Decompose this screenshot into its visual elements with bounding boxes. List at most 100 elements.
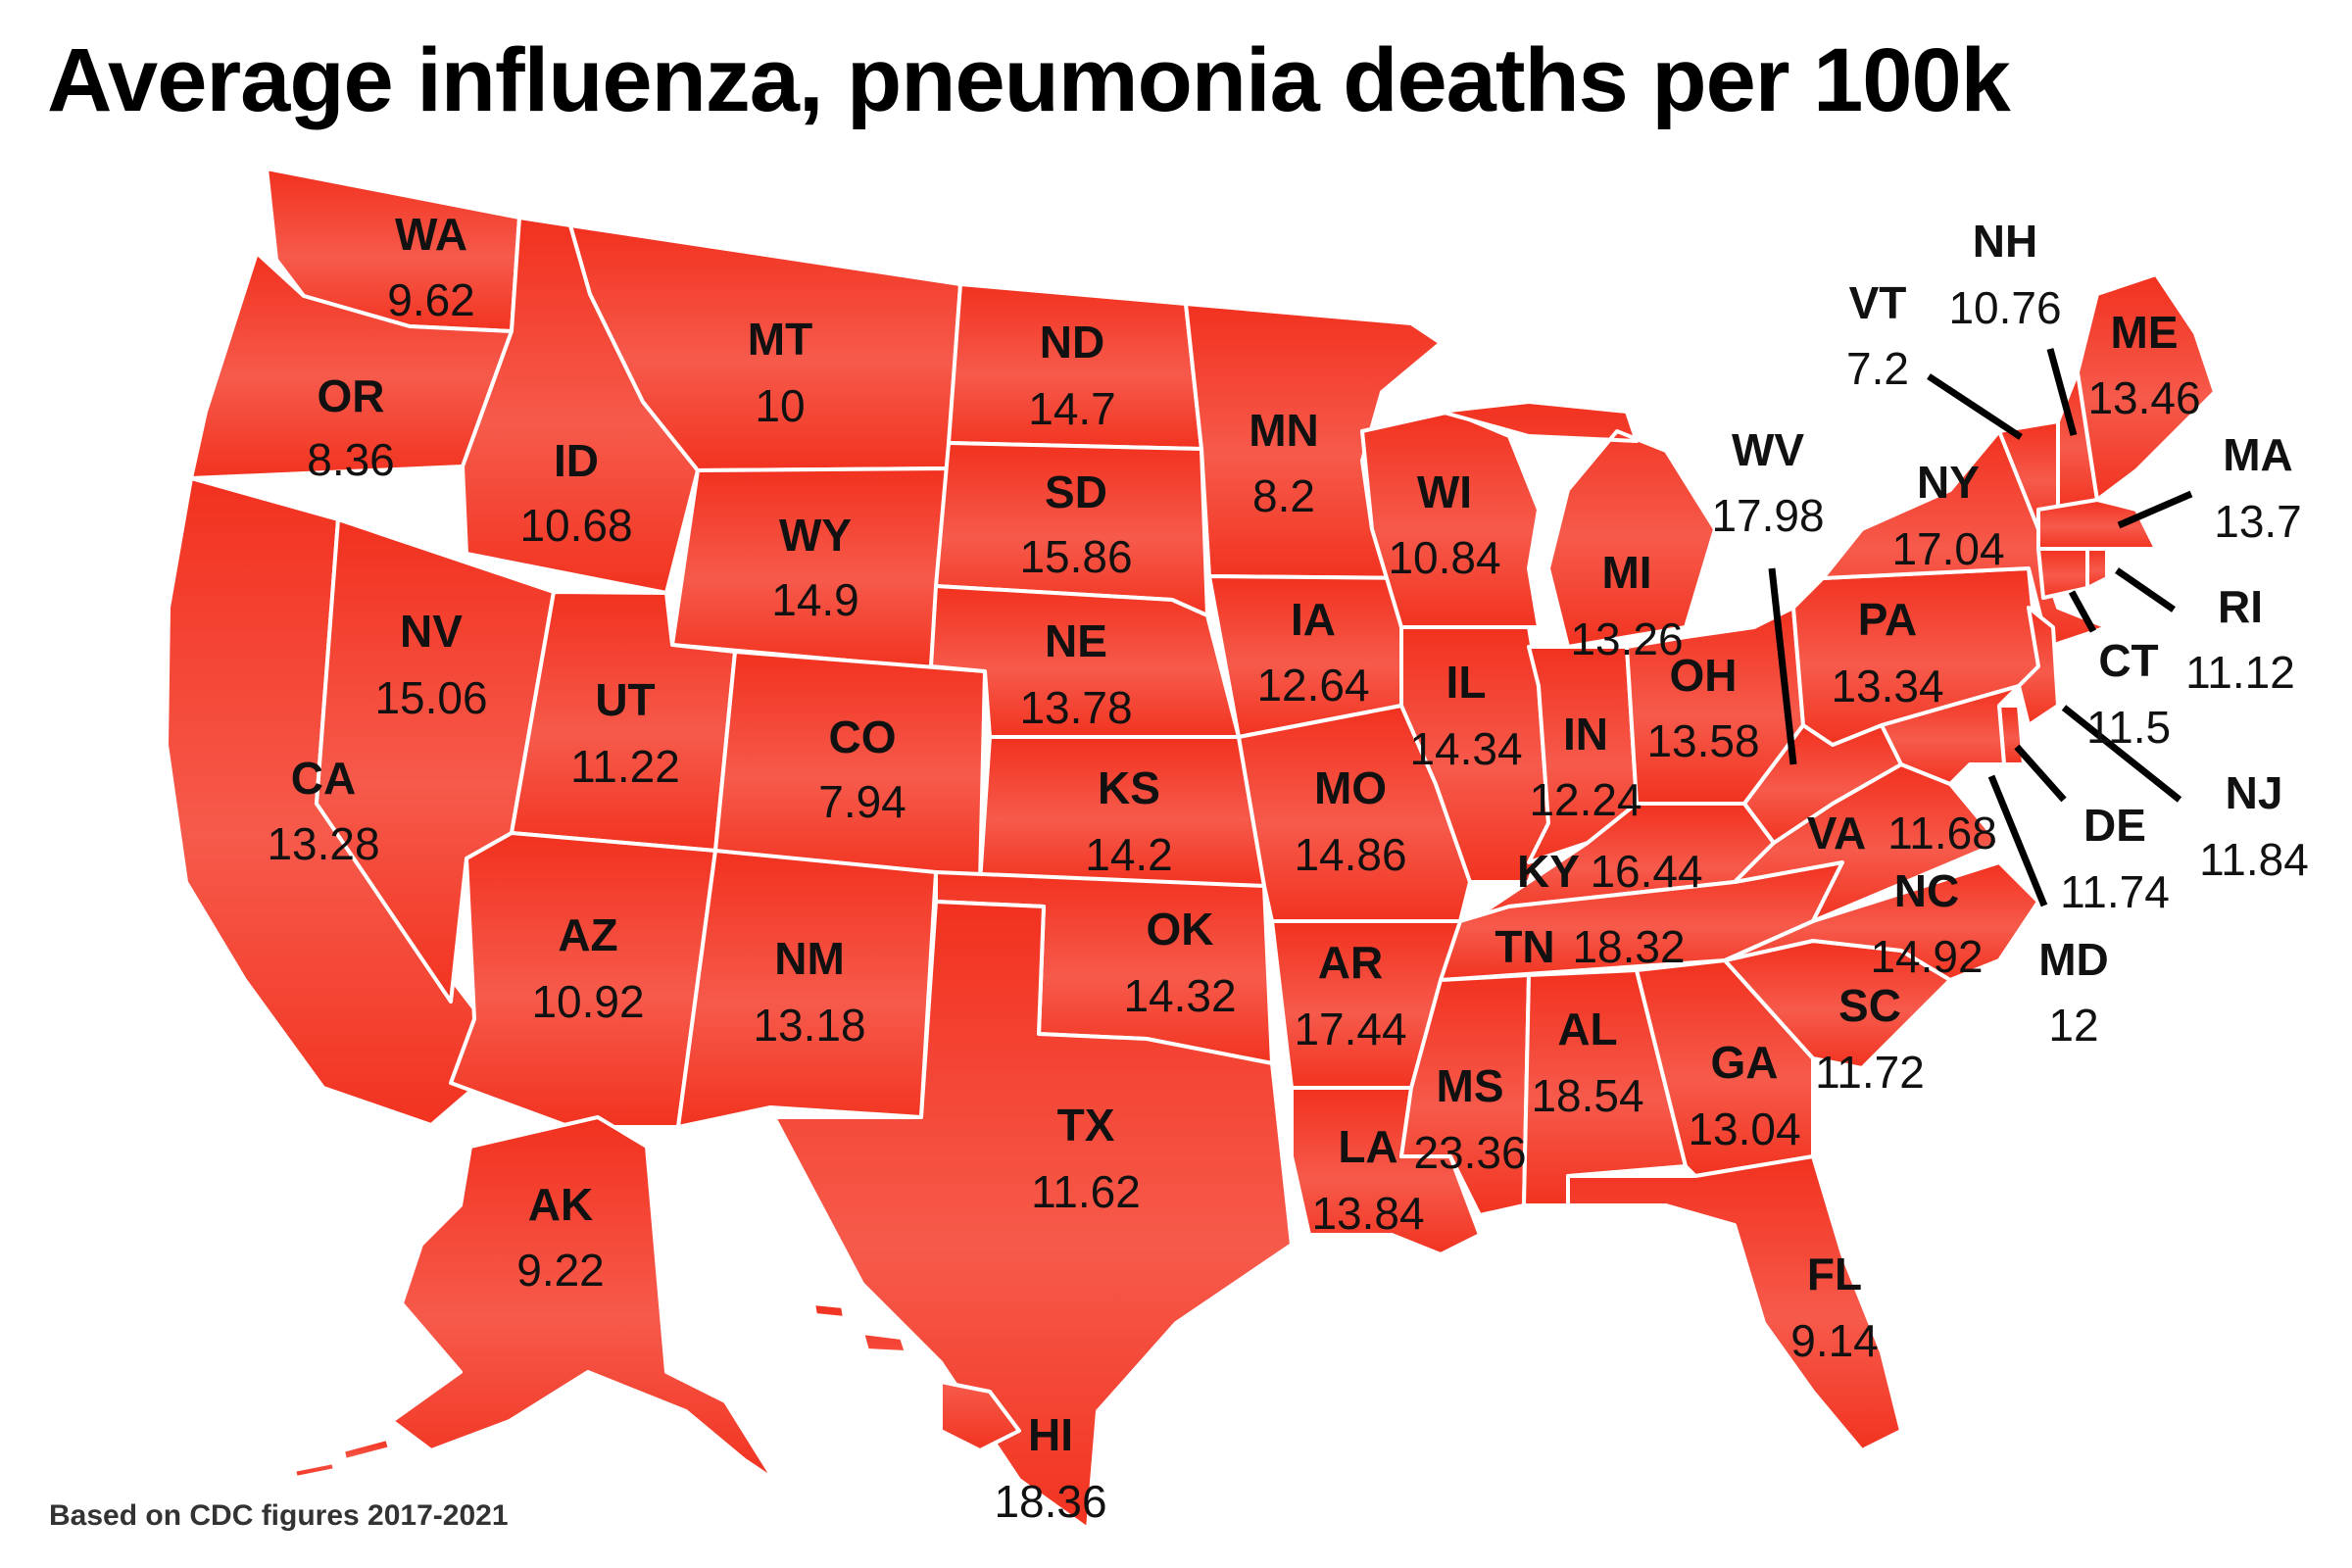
source-note: Based on CDC figures 2017-2021 [49, 1499, 509, 1532]
value-mo: 14.86 [1294, 829, 1406, 880]
label-pa: PA [1858, 594, 1918, 645]
value-co: 7.94 [818, 776, 906, 827]
label-ut: UT [595, 674, 655, 725]
value-ny: 17.04 [1891, 523, 2004, 574]
value-ne: 13.78 [1019, 682, 1132, 733]
label-sd: SD [1045, 466, 1107, 517]
value-ri: 11.12 [2185, 647, 2295, 698]
value-wv: 17.98 [1711, 490, 1824, 541]
value-ok: 14.32 [1123, 970, 1236, 1021]
label-oh: OH [1670, 650, 1738, 701]
value-tn: 18.32 [1572, 921, 1685, 972]
label-il: IL [1446, 657, 1487, 708]
value-ak: 9.22 [516, 1245, 605, 1296]
label-nv: NV [400, 606, 463, 657]
value-nc: 14.92 [1870, 931, 1983, 982]
value-nj: 11.84 [2199, 834, 2309, 885]
value-wy: 14.9 [771, 574, 859, 625]
value-ct: 11.5 [2086, 702, 2171, 753]
label-de: DE [2083, 800, 2146, 851]
label-me: ME [2111, 307, 2179, 358]
value-hi: 18.36 [994, 1476, 1106, 1527]
label-ri: RI [2218, 581, 2263, 632]
state-ri[interactable] [2085, 547, 2109, 590]
state-co[interactable] [713, 650, 987, 884]
value-de: 11.74 [2060, 866, 2170, 917]
label-ne: NE [1045, 615, 1107, 666]
value-mt: 10 [755, 380, 805, 431]
state-fl[interactable] [1566, 1154, 1903, 1452]
value-il: 14.34 [1409, 723, 1522, 774]
label-nh: NH [1973, 216, 2037, 267]
leader-line-ma [2117, 490, 2193, 529]
label-ak: AK [528, 1179, 593, 1230]
value-al: 18.54 [1531, 1070, 1643, 1121]
value-ga: 13.04 [1688, 1103, 1800, 1154]
value-ms: 23.36 [1413, 1127, 1526, 1178]
leader-line-wv [1768, 567, 1797, 765]
value-pa: 13.34 [1831, 661, 1943, 711]
label-wy: WY [779, 510, 852, 561]
value-ky: 16.44 [1590, 846, 1702, 897]
label-ia: IA [1291, 594, 1336, 645]
label-md: MD [2038, 934, 2109, 985]
state-tx[interactable] [772, 900, 1294, 1531]
value-fl: 9.14 [1790, 1315, 1879, 1366]
value-la: 13.84 [1311, 1188, 1424, 1239]
value-ar: 17.44 [1294, 1004, 1406, 1054]
state-ak[interactable] [390, 1115, 776, 1482]
value-oh: 13.58 [1646, 715, 1759, 766]
label-hi: HI [1028, 1409, 1073, 1460]
label-al: AL [1557, 1004, 1617, 1054]
value-wa: 9.62 [387, 274, 475, 325]
value-me: 13.46 [2087, 372, 2200, 423]
label-mo: MO [1314, 762, 1387, 813]
leader-line-ri [2115, 567, 2176, 612]
label-nj: NJ [2226, 767, 2283, 818]
leader-line-de [2014, 744, 2067, 803]
state-nc[interactable] [1723, 860, 2040, 982]
state-ct[interactable] [2036, 547, 2089, 600]
state-nj[interactable] [2017, 606, 2060, 727]
state-shapes [165, 167, 2217, 1531]
label-mi: MI [1601, 547, 1651, 598]
state-hi[interactable] [811, 1301, 1021, 1452]
value-sc: 11.72 [1815, 1047, 1925, 1098]
value-md: 12 [2048, 1000, 2098, 1051]
label-id: ID [554, 435, 599, 486]
state-ma[interactable] [2036, 498, 2158, 551]
label-va: VA [1807, 808, 1867, 858]
label-ky: KY [1517, 846, 1580, 897]
leader-line-nj [2061, 705, 2182, 803]
map-title: Average influenza, pneumonia deaths per … [47, 30, 2011, 130]
value-in: 12.24 [1529, 774, 1642, 825]
value-ia: 12.64 [1256, 660, 1369, 710]
state-ak-islands [292, 1437, 392, 1480]
label-ga: GA [1711, 1037, 1779, 1088]
value-tx: 11.62 [1031, 1166, 1141, 1217]
leader-line-ct [2068, 590, 2097, 633]
state-wy[interactable] [670, 466, 951, 670]
label-mt: MT [748, 314, 812, 365]
label-wa: WA [395, 209, 467, 260]
value-ca: 13.28 [267, 818, 379, 869]
value-ma: 13.7 [2214, 496, 2302, 547]
leader-line-vt [1927, 373, 2023, 440]
value-wi: 10.84 [1388, 532, 1500, 583]
state-mi[interactable] [1439, 400, 1717, 649]
value-nm: 13.18 [753, 1000, 865, 1051]
label-nm: NM [774, 933, 845, 984]
label-ms: MS [1437, 1060, 1504, 1111]
value-ks: 14.2 [1085, 829, 1173, 880]
label-tn: TN [1494, 921, 1554, 972]
value-ut: 11.22 [570, 741, 680, 792]
state-me[interactable] [2076, 272, 2217, 502]
leader-line-md [1987, 774, 2048, 907]
state-nm[interactable] [676, 849, 938, 1129]
value-mi: 13.26 [1570, 613, 1683, 664]
leader-line-nh [2046, 348, 2078, 436]
value-id: 10.68 [519, 500, 632, 551]
label-ca: CA [291, 753, 356, 804]
state-md[interactable] [1880, 684, 2021, 786]
